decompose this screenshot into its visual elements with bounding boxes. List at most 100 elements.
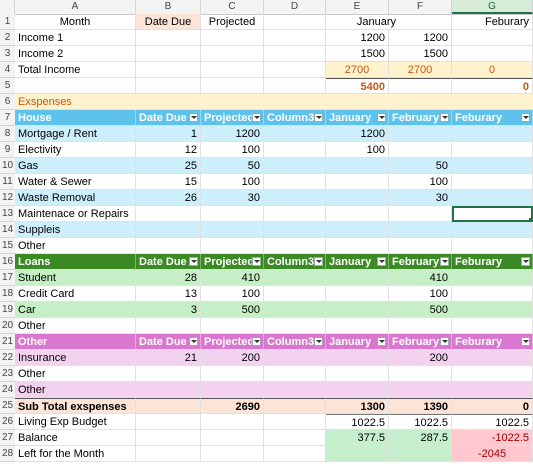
cell-g3[interactable] (452, 46, 533, 62)
row-header[interactable]: 8 (0, 126, 15, 142)
cell-b16[interactable]: Date Due (136, 254, 201, 270)
column-header-b[interactable]: B (136, 0, 201, 14)
cell-d14[interactable] (264, 222, 326, 238)
cell-d9[interactable] (264, 142, 326, 158)
cell-f20[interactable] (389, 318, 452, 334)
cell-e9[interactable]: 100 (326, 142, 389, 158)
cell-f19[interactable]: 500 (389, 302, 452, 318)
cell-a11[interactable]: Water & Sewer (15, 174, 136, 190)
row-header[interactable]: 22 (0, 350, 15, 366)
cell-g12[interactable] (452, 190, 533, 206)
row-header[interactable]: 9 (0, 142, 15, 158)
cell-f16[interactable]: February (389, 254, 452, 270)
cell-f5[interactable] (389, 78, 452, 94)
cell-f23[interactable] (389, 366, 452, 382)
cell-b17[interactable]: 28 (136, 270, 201, 286)
cell-d6[interactable] (264, 94, 326, 110)
cell-b13[interactable] (136, 206, 201, 222)
cell-e2[interactable]: 1200 (326, 30, 389, 46)
row-header[interactable]: 18 (0, 286, 15, 302)
cell-b9[interactable]: 12 (136, 142, 201, 158)
cell-a12[interactable]: Waste Removal (15, 190, 136, 206)
cell-d2[interactable] (264, 30, 326, 46)
cell-d11[interactable] (264, 174, 326, 190)
cell-c1[interactable]: Projected (201, 14, 264, 30)
cell-a21[interactable]: Other (15, 334, 136, 350)
cell-f26[interactable]: 1022.5 (389, 414, 452, 430)
cell-c25[interactable]: 2690 (201, 398, 264, 414)
cell-f9[interactable] (389, 142, 452, 158)
cell-a1[interactable]: Month (15, 14, 136, 30)
cell-e21[interactable]: January (326, 334, 389, 350)
cell-f14[interactable] (389, 222, 452, 238)
cell-d15[interactable] (264, 238, 326, 254)
row-header[interactable]: 21 (0, 334, 15, 350)
cell-f2[interactable]: 1200 (389, 30, 452, 46)
cell-a2[interactable]: Income 1 (15, 30, 136, 46)
cell-f3[interactable]: 1500 (389, 46, 452, 62)
cell-b19[interactable]: 3 (136, 302, 201, 318)
cell-d24[interactable] (264, 382, 326, 398)
filter-dropdown-icon[interactable] (252, 337, 261, 346)
cell-d4[interactable] (264, 62, 326, 78)
cell-d19[interactable] (264, 302, 326, 318)
row-header[interactable]: 4 (0, 62, 15, 78)
cell-g22[interactable] (452, 350, 533, 366)
cell-c13[interactable] (201, 206, 264, 222)
cell-a5[interactable] (15, 78, 136, 94)
cell-a16[interactable]: Loans (15, 254, 136, 270)
cell-c20[interactable] (201, 318, 264, 334)
row-header[interactable]: 12 (0, 190, 15, 206)
cell-c18[interactable]: 100 (201, 286, 264, 302)
cell-d27[interactable] (264, 430, 326, 446)
cell-c3[interactable] (201, 46, 264, 62)
cell-a28[interactable]: Left for the Month (15, 446, 136, 462)
cell-d3[interactable] (264, 46, 326, 62)
cell-f12[interactable]: 30 (389, 190, 452, 206)
cell-e8[interactable]: 1200 (326, 126, 389, 142)
select-all-corner[interactable] (0, 0, 15, 14)
cell-b14[interactable] (136, 222, 201, 238)
cell-d16[interactable]: Column3 (264, 254, 326, 270)
row-header[interactable]: 1 (0, 14, 15, 30)
cell-c11[interactable]: 100 (201, 174, 264, 190)
row-header[interactable]: 25 (0, 398, 15, 414)
filter-dropdown-icon[interactable] (377, 113, 386, 122)
cell-c8[interactable]: 1200 (201, 126, 264, 142)
column-header-f[interactable]: F (389, 0, 452, 14)
fill-handle[interactable] (529, 218, 532, 221)
filter-dropdown-icon[interactable] (440, 257, 449, 266)
cell-e28[interactable]: 665 (326, 446, 407, 462)
cell-e19[interactable] (326, 302, 389, 318)
cell-g1[interactable]: Feburary (452, 14, 533, 30)
cell-b11[interactable]: 15 (136, 174, 201, 190)
cell-a18[interactable]: Credit Card (15, 286, 136, 302)
cell-c7[interactable]: Projected (201, 110, 264, 126)
cell-b22[interactable]: 21 (136, 350, 201, 366)
cell-d26[interactable] (264, 414, 326, 430)
cell-g8[interactable] (452, 126, 533, 142)
row-header[interactable]: 6 (0, 94, 15, 110)
row-header[interactable]: 17 (0, 270, 15, 286)
cell-f28[interactable] (389, 446, 452, 462)
cell-b27[interactable] (136, 430, 201, 446)
cell-a25[interactable]: Sub Total exspenses (15, 398, 136, 414)
cell-d21[interactable]: Column3 (264, 334, 326, 350)
cell-f24[interactable] (389, 382, 452, 398)
cell-a9[interactable]: Electivity (15, 142, 136, 158)
cell-c27[interactable] (201, 430, 264, 446)
cell-f15[interactable] (389, 238, 452, 254)
cell-c21[interactable]: Projected (201, 334, 264, 350)
cell-e5[interactable]: 5400 (326, 78, 389, 94)
cell-f8[interactable] (389, 126, 452, 142)
cell-e20[interactable] (326, 318, 389, 334)
cell-g17[interactable] (452, 270, 533, 286)
cell-b6[interactable] (136, 94, 201, 110)
cell-c2[interactable] (201, 30, 264, 46)
cell-e6[interactable] (326, 94, 389, 110)
cell-f7[interactable]: February (389, 110, 452, 126)
cell-b8[interactable]: 1 (136, 126, 201, 142)
filter-dropdown-icon[interactable] (377, 337, 386, 346)
cell-f1[interactable] (389, 14, 452, 30)
